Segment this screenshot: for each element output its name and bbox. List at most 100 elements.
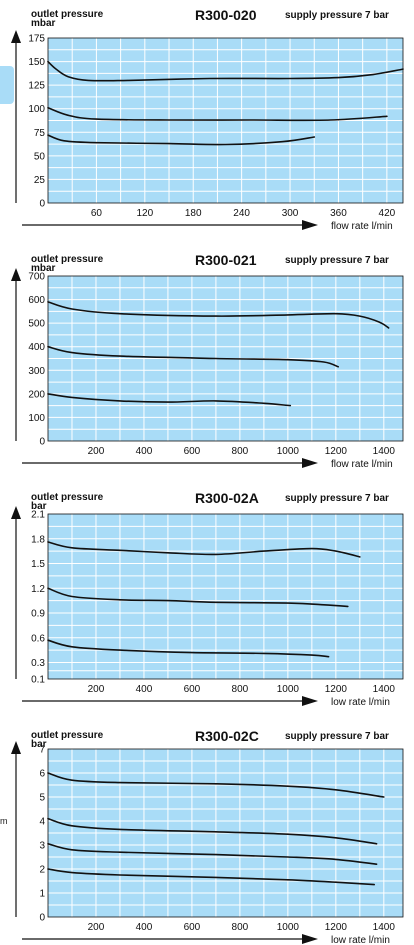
chart-ylabel-line2: bar — [31, 739, 47, 750]
series-line-2 — [47, 817, 378, 845]
chart-ylabel-line1: outlet pressure — [31, 492, 104, 503]
y-tick-label: 3 — [39, 841, 45, 852]
y-tick-label: 1.2 — [31, 584, 45, 595]
x-tick-label: 1000 — [277, 922, 300, 933]
x-axis-label: low rate l/min — [331, 935, 390, 945]
y-tick-label: 1.5 — [31, 559, 45, 570]
x-axis-arrowhead — [302, 934, 318, 944]
chart-title: R300-02C — [195, 728, 259, 744]
x-tick-label: 1000 — [277, 446, 300, 457]
series-line-1 — [47, 541, 361, 558]
x-tick-label: 300 — [282, 208, 299, 219]
x-tick-label: 1000 — [277, 684, 300, 695]
y-tick-label: 2.1 — [31, 510, 45, 521]
y-tick-label: 600 — [28, 295, 45, 306]
x-tick-label: 1400 — [373, 446, 396, 457]
plot-frame — [47, 275, 404, 442]
x-tick-label: 120 — [136, 208, 153, 219]
y-tick-label: 100 — [28, 413, 45, 424]
y-tick-label: 0 — [39, 913, 45, 924]
x-tick-label: 1200 — [325, 922, 348, 933]
plot-frame — [47, 37, 404, 204]
chart-ylabel-line1: outlet pressure — [31, 254, 104, 265]
series-line-4 — [47, 868, 375, 886]
y-tick-label: 50 — [34, 151, 46, 162]
y-tick-label: 200 — [28, 389, 45, 400]
y-tick-label: 100 — [28, 104, 45, 115]
y-axis-arrowhead — [11, 741, 21, 754]
x-axis-label: low rate l/min — [331, 697, 390, 708]
chart-subtitle: supply pressure 7 bar — [285, 255, 389, 266]
x-tick-label: 200 — [88, 922, 105, 933]
chart-ylabel-line2: mbar — [31, 263, 56, 274]
series-line-2 — [47, 107, 388, 122]
y-tick-label: 7 — [39, 745, 45, 756]
series-line-1 — [47, 301, 390, 329]
x-tick-label: 1400 — [373, 684, 396, 695]
chart-subtitle: supply pressure 7 bar — [285, 493, 389, 504]
y-tick-label: 25 — [34, 175, 46, 186]
x-axis-label: flow rate l/min — [331, 221, 393, 232]
y-tick-label: 6 — [39, 769, 45, 780]
series-line-1 — [47, 772, 385, 798]
y-tick-label: 150 — [28, 57, 45, 68]
x-axis-arrowhead — [302, 696, 318, 706]
y-tick-label: 0.3 — [31, 658, 45, 669]
x-axis-arrowhead — [302, 220, 318, 230]
side-tab-marker — [0, 66, 14, 104]
y-tick-label: 4 — [39, 817, 45, 828]
y-tick-label: 0.6 — [31, 633, 45, 644]
x-tick-label: 1200 — [325, 446, 348, 457]
y-tick-label: 75 — [34, 128, 46, 139]
series-line-3 — [47, 639, 330, 658]
plot-area — [48, 514, 403, 679]
side-text: m — [0, 816, 8, 826]
plot-frame — [47, 513, 404, 680]
x-tick-label: 1200 — [325, 684, 348, 695]
chart-title: R300-020 — [195, 7, 257, 23]
x-tick-label: 400 — [136, 446, 153, 457]
plot-frame — [47, 748, 404, 918]
y-axis-arrowhead — [11, 30, 21, 43]
x-tick-label: 360 — [330, 208, 347, 219]
y-tick-label: 1.8 — [31, 534, 45, 545]
x-axis-label: flow rate l/min — [331, 459, 393, 470]
series-line-3 — [47, 843, 378, 865]
x-tick-label: 600 — [184, 684, 201, 695]
y-tick-label: 0 — [39, 199, 45, 210]
y-tick-label: 500 — [28, 319, 45, 330]
x-tick-label: 180 — [185, 208, 202, 219]
series-line-3 — [47, 393, 292, 407]
y-tick-label: 0.9 — [31, 609, 45, 620]
y-tick-label: 400 — [28, 342, 45, 353]
x-tick-label: 200 — [88, 446, 105, 457]
chart-ylabel-line1: outlet pressure — [31, 730, 104, 741]
series-line-2 — [47, 587, 349, 608]
x-tick-label: 400 — [136, 684, 153, 695]
series-line-1 — [47, 60, 404, 82]
chart-ylabel-line2: bar — [31, 501, 47, 512]
x-tick-label: 400 — [136, 922, 153, 933]
series-line-3 — [47, 134, 316, 146]
chart-subtitle: supply pressure 7 bar — [285, 10, 389, 21]
y-tick-label: 0 — [39, 437, 45, 448]
chart-title: R300-021 — [195, 252, 257, 268]
y-tick-label: 2 — [39, 865, 45, 876]
x-tick-label: 800 — [232, 446, 249, 457]
y-tick-label: 125 — [28, 81, 45, 92]
x-tick-label: 800 — [232, 684, 249, 695]
y-axis-arrowhead — [11, 506, 21, 519]
series-line-2 — [47, 345, 339, 368]
x-tick-label: 60 — [91, 208, 103, 219]
x-tick-label: 420 — [379, 208, 396, 219]
x-tick-label: 600 — [184, 446, 201, 457]
chart-title: R300-02A — [195, 490, 259, 506]
y-axis-arrowhead — [11, 268, 21, 281]
x-tick-label: 800 — [232, 922, 249, 933]
y-tick-label: 175 — [28, 34, 45, 45]
y-tick-label: 300 — [28, 366, 45, 377]
x-tick-label: 240 — [233, 208, 250, 219]
